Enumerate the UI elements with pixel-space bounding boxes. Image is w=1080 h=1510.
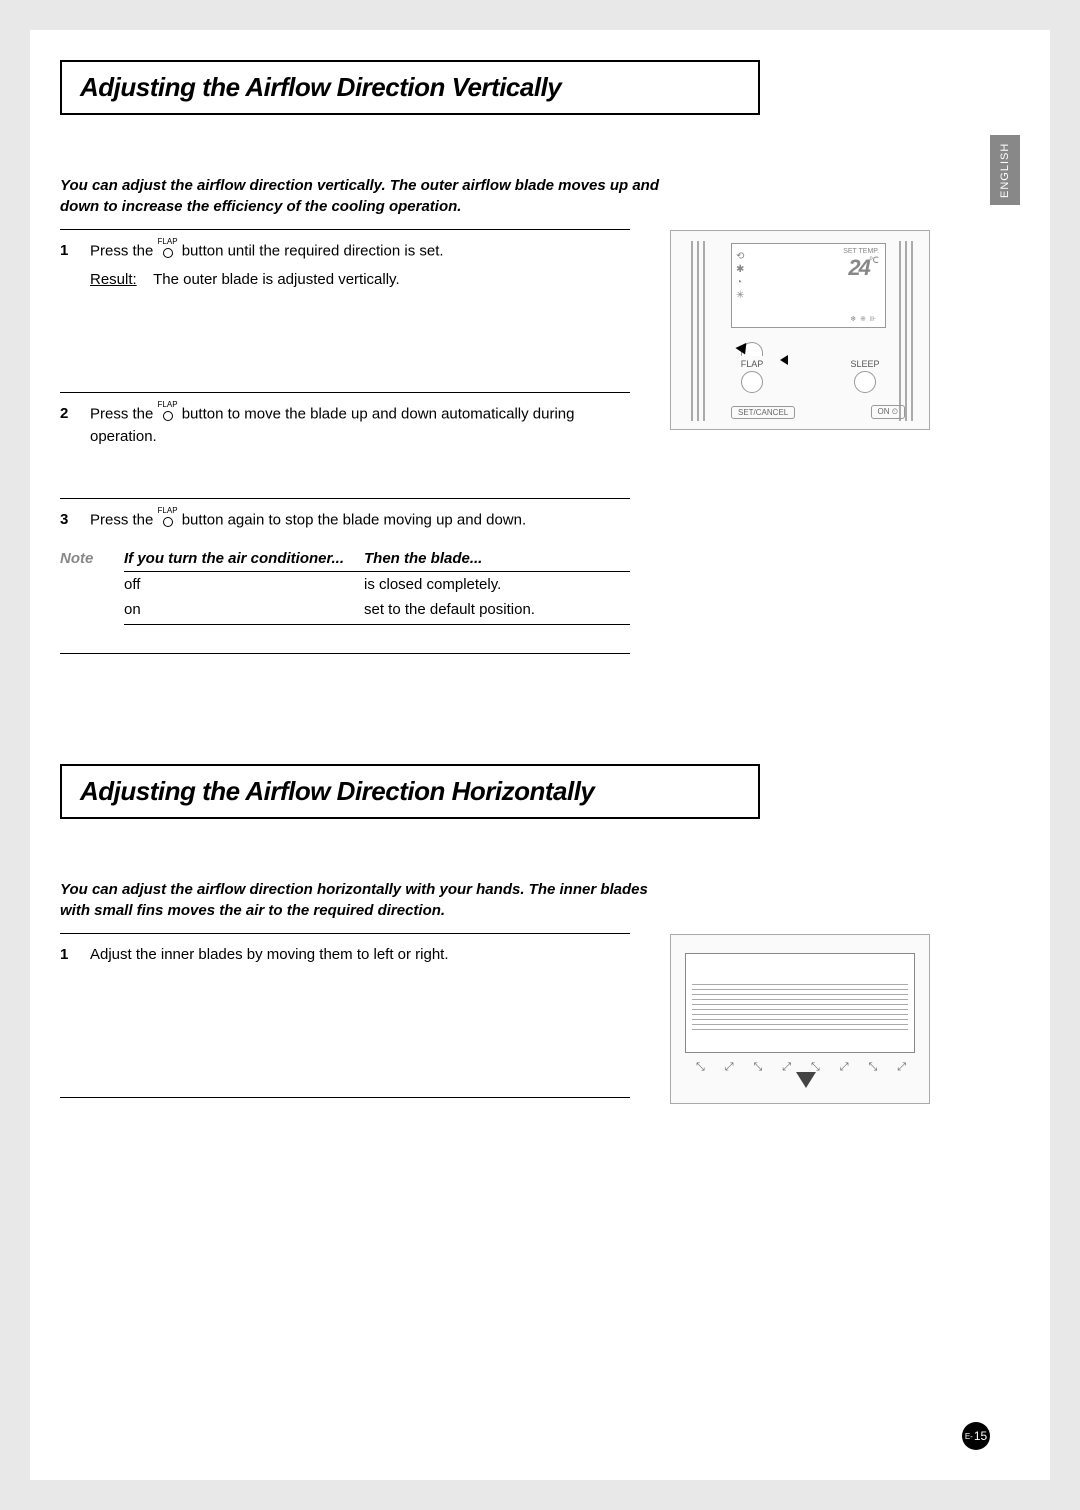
sleep-button: SLEEP — [844, 359, 886, 393]
step-number: 1 — [60, 240, 76, 292]
section-title-text: Adjusting the Airflow Direction Vertical… — [80, 72, 740, 103]
set-cancel-button: SET/CANCEL — [731, 406, 795, 419]
step-1-horizontal: 1 Adjust the inner blades by moving them… — [60, 934, 630, 977]
flap-icon: FLAP — [158, 401, 178, 424]
remote-mode-icons: ⟲ ✱ ◔ ✳ — [736, 250, 750, 302]
divider — [60, 653, 630, 654]
table-row: off is closed completely. — [124, 572, 630, 597]
step-text: Press the FLAP button again to stop the … — [90, 509, 630, 532]
content-row-horizontal: 1 Adjust the inner blades by moving them… — [60, 934, 990, 1104]
table-row: on set to the default position. — [124, 597, 630, 622]
result-text: The outer blade is adjusted vertically. — [153, 271, 400, 288]
note-block: Note If you turn the air conditioner... … — [60, 542, 630, 633]
note-table-head: If you turn the air conditioner... Then … — [124, 550, 630, 572]
flap-icon: FLAP — [158, 507, 178, 530]
note-head-col2: Then the blade... — [364, 550, 630, 567]
step-3: 3 Press the FLAP button again to stop th… — [60, 499, 630, 542]
result-label: Result: — [90, 271, 137, 288]
page-number: E-15 — [962, 1422, 990, 1450]
remote-bottom-icons: ❄ ※ ⊪ — [850, 315, 877, 323]
step-text: Press the FLAP button to move the blade … — [90, 403, 630, 449]
step-text: Press the FLAP button until the required… — [90, 240, 630, 292]
remote-display: ⟲ ✱ ◔ ✳ SET TEMP. 24℃ ❄ ※ ⊪ — [731, 243, 886, 328]
ac-unit-body: ⤡⤢⤡⤢⤡⤢⤡⤢ — [685, 953, 915, 1053]
language-tab: ENGLISH — [990, 135, 1020, 205]
on-timer-button: ON ⏲ — [871, 405, 905, 419]
note-head-col1: If you turn the air conditioner... — [124, 550, 364, 567]
step-number: 2 — [60, 403, 76, 449]
divider — [60, 1097, 630, 1098]
step-1: 1 Press the FLAP button until the requir… — [60, 230, 630, 302]
flap-button: FLAP — [731, 359, 773, 393]
steps-column: 1 Press the FLAP button until the requir… — [60, 230, 630, 654]
note-table: If you turn the air conditioner... Then … — [124, 550, 630, 625]
step-text: Adjust the inner blades by moving them t… — [90, 944, 630, 967]
steps-column: 1 Adjust the inner blades by moving them… — [60, 934, 630, 1098]
remote-control-illustration: ⟲ ✱ ◔ ✳ SET TEMP. 24℃ ❄ ※ ⊪ FLAP SLEEP — [670, 230, 930, 430]
page: ENGLISH Adjusting the Airflow Direction … — [30, 30, 1050, 1480]
down-arrow-icon — [796, 1072, 816, 1088]
step-2: 2 Press the FLAP button to move the blad… — [60, 393, 630, 459]
section-horizontal: Adjusting the Airflow Direction Horizont… — [60, 764, 990, 1104]
ac-unit-illustration: ⤡⤢⤡⤢⤡⤢⤡⤢ — [670, 934, 930, 1104]
section-title-vertical: Adjusting the Airflow Direction Vertical… — [60, 60, 760, 115]
note-label: Note — [60, 550, 106, 625]
step-number: 1 — [60, 944, 76, 967]
section-title-horizontal: Adjusting the Airflow Direction Horizont… — [60, 764, 760, 819]
ac-vent-lines — [692, 984, 908, 1046]
step-number: 3 — [60, 509, 76, 532]
content-row-vertical: 1 Press the FLAP button until the requir… — [60, 230, 990, 654]
section-title-text: Adjusting the Airflow Direction Horizont… — [80, 776, 740, 807]
set-temp-display: SET TEMP. 24℃ — [843, 248, 879, 281]
intro-vertical: You can adjust the airflow direction ver… — [60, 175, 660, 217]
intro-horizontal: You can adjust the airflow direction hor… — [60, 879, 660, 921]
flap-icon: FLAP — [158, 238, 178, 261]
